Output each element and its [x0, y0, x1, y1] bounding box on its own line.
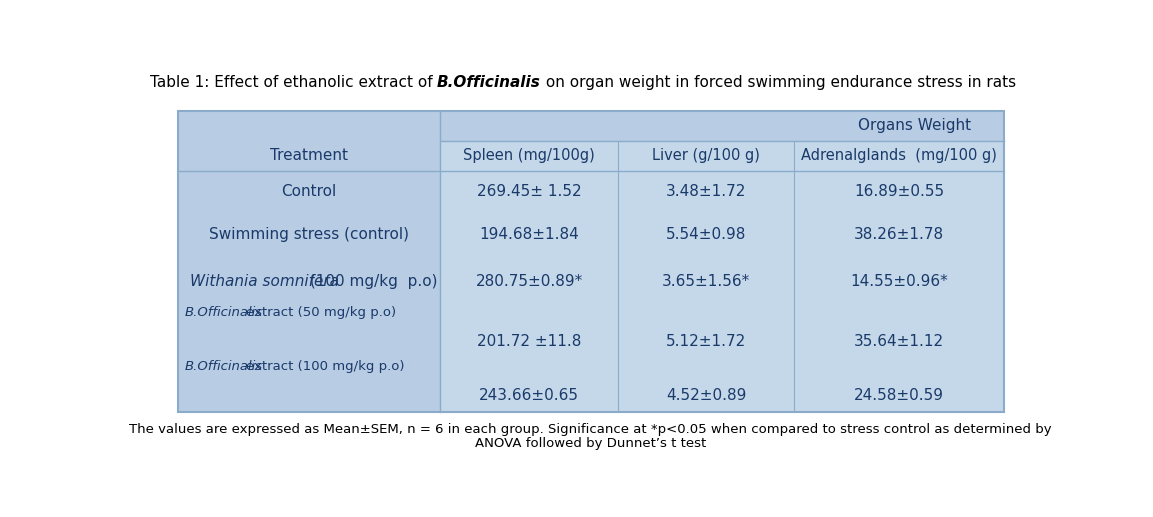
Text: The values are expressed as Mean±SEM, n = 6 in each group. Significance at *p<0.: The values are expressed as Mean±SEM, n …: [129, 423, 1052, 436]
Text: 5.12±1.72: 5.12±1.72: [666, 334, 746, 349]
Bar: [440, 141, 1004, 413]
Text: Table 1: Effect of ethanolic extract of: Table 1: Effect of ethanolic extract of: [150, 75, 437, 90]
Bar: [179, 111, 1004, 413]
Text: 38.26±1.78: 38.26±1.78: [854, 227, 944, 242]
Text: Withania somnifera: Withania somnifera: [190, 273, 339, 288]
Text: Adrenalglands  (mg/100 g): Adrenalglands (mg/100 g): [801, 148, 997, 163]
Text: on organ weight in forced swimming endurance stress in rats: on organ weight in forced swimming endur…: [541, 75, 1016, 90]
Text: Swimming stress (control): Swimming stress (control): [209, 227, 409, 242]
Text: B.Officinalis: B.Officinalis: [184, 360, 263, 373]
Text: 3.48±1.72: 3.48±1.72: [665, 184, 746, 199]
Text: 14.55±0.96*: 14.55±0.96*: [850, 273, 948, 288]
Text: 16.89±0.55: 16.89±0.55: [854, 184, 944, 199]
Text: 24.58±0.59: 24.58±0.59: [854, 388, 944, 403]
Text: Liver (g/100 g): Liver (g/100 g): [653, 148, 760, 163]
Text: 280.75±0.89*: 280.75±0.89*: [476, 273, 583, 288]
Text: 243.66±0.65: 243.66±0.65: [480, 388, 579, 403]
Text: 3.65±1.56*: 3.65±1.56*: [662, 273, 751, 288]
Text: 201.72 ±11.8: 201.72 ±11.8: [477, 334, 581, 349]
Text: 4.52±0.89: 4.52±0.89: [665, 388, 746, 403]
Text: extract (100 mg/kg p.o): extract (100 mg/kg p.o): [247, 360, 405, 373]
Text: 194.68±1.84: 194.68±1.84: [480, 227, 579, 242]
Bar: [179, 111, 1004, 413]
Text: Spleen (mg/100g): Spleen (mg/100g): [464, 148, 595, 163]
Text: Treatment: Treatment: [270, 148, 348, 163]
Text: 35.64±1.12: 35.64±1.12: [854, 334, 944, 349]
Text: 269.45± 1.52: 269.45± 1.52: [477, 184, 581, 199]
Text: Organs Weight: Organs Weight: [858, 118, 971, 133]
Text: 5.54±0.98: 5.54±0.98: [665, 227, 746, 242]
Text: ANOVA followed by Dunnet’s t test: ANOVA followed by Dunnet’s t test: [475, 437, 706, 450]
Text: B.Officinalis: B.Officinalis: [184, 306, 263, 319]
Text: (100 mg/kg  p.o): (100 mg/kg p.o): [304, 273, 437, 288]
Text: extract (50 mg/kg p.o): extract (50 mg/kg p.o): [247, 306, 397, 319]
Text: B.Officinalis: B.Officinalis: [437, 75, 541, 90]
Text: Control: Control: [281, 184, 337, 199]
